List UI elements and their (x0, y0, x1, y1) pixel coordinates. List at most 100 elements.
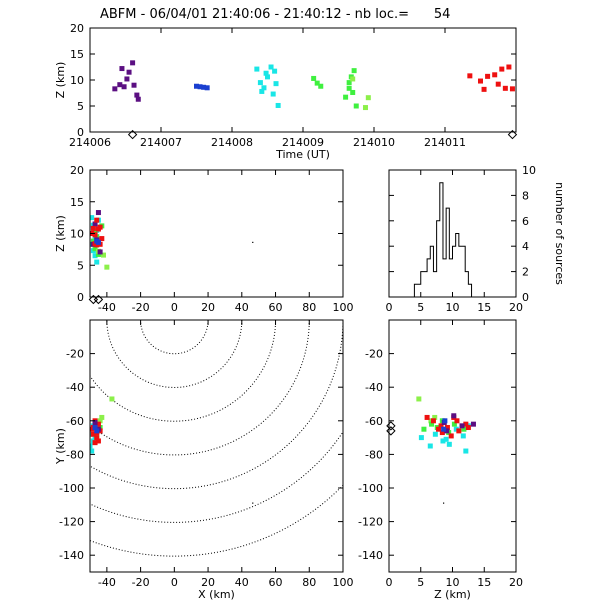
data-point (346, 85, 352, 91)
time-height-plot-area (112, 60, 515, 111)
data-point (506, 64, 512, 70)
diamond-marker (386, 421, 396, 431)
data-point (499, 66, 505, 72)
data-point (94, 259, 100, 265)
data-point (204, 85, 210, 91)
data-point (428, 418, 434, 424)
data-point (343, 94, 349, 100)
data-point (135, 96, 141, 102)
plan-view-markers (252, 502, 254, 504)
data-point (272, 68, 278, 74)
y-tick-label: 2 (522, 266, 529, 279)
x-height-markers (88, 241, 254, 305)
x-height-plot-area (90, 210, 110, 270)
z-plan-plot-area (416, 396, 476, 454)
data-point (351, 68, 357, 74)
data-point (92, 232, 98, 238)
data-point (92, 221, 98, 227)
data-point (92, 229, 98, 235)
y-tick-label: -60 (66, 415, 84, 428)
plan-view-x-axis-label: X (km) (198, 588, 235, 600)
x-tick-label: 20 (509, 576, 523, 589)
x-tick-label: -40 (98, 301, 116, 314)
histogram-bar (459, 246, 462, 297)
y-tick-label: 15 (70, 48, 84, 61)
data-point (275, 102, 281, 108)
x-tick-label: 0 (386, 576, 393, 589)
data-point (134, 92, 140, 98)
data-point (461, 426, 467, 432)
y-tick-label: 0 (77, 291, 84, 304)
z-plan-frame (388, 319, 517, 573)
data-point (268, 64, 274, 70)
data-point (90, 443, 93, 449)
x-tick-label: 214006 (69, 136, 111, 149)
y-tick-label: -40 (365, 381, 383, 394)
data-point (90, 431, 96, 437)
diamond-marker (93, 294, 104, 305)
time-height-markers (127, 129, 518, 140)
data-point (94, 217, 100, 223)
dot-marker (443, 502, 445, 504)
x-tick-label: 100 (333, 576, 354, 589)
histogram-bar (462, 246, 465, 297)
data-point (478, 78, 483, 84)
data-point (95, 421, 101, 427)
plan-view-frame (89, 319, 344, 573)
data-point (314, 80, 320, 86)
data-point (109, 396, 115, 402)
data-point (92, 419, 98, 425)
x-tick-label: 10 (446, 576, 460, 589)
time-height-x-axis-label: Time (UT) (275, 148, 330, 161)
data-point (463, 448, 469, 454)
data-point (441, 426, 447, 432)
data-point (346, 80, 352, 86)
data-point (454, 418, 460, 424)
data-point (92, 440, 98, 446)
data-point (438, 423, 444, 429)
x-tick-label: 5 (417, 301, 424, 314)
plan-view-ticks: -40 -20 0 20 40 60 80 100 -140 -120 -100 -80 -60 -40 -… (59, 320, 354, 589)
y-tick-label: -40 (66, 381, 84, 394)
data-point (259, 88, 265, 94)
data-point (429, 421, 435, 427)
data-point (444, 428, 450, 434)
histogram-bar (414, 284, 417, 297)
histogram-bar (437, 221, 440, 297)
data-point (261, 85, 267, 91)
histogram-bar (449, 259, 452, 297)
histogram-bar (433, 272, 436, 297)
x-tick-label: 40 (235, 301, 249, 314)
range-ring (90, 320, 343, 490)
x-tick-label: 15 (477, 576, 491, 589)
x-tick-label: 15 (477, 301, 491, 314)
dot-marker (252, 502, 254, 504)
data-point (451, 421, 457, 427)
data-point (481, 86, 487, 92)
histogram-plot-area (389, 182, 516, 298)
data-point (197, 84, 203, 90)
x-tick-label: 60 (269, 576, 283, 589)
z-plan-markers (386, 421, 445, 504)
data-point (350, 76, 356, 82)
data-point (436, 426, 442, 432)
data-point (495, 81, 501, 87)
data-point (485, 73, 491, 79)
data-point (443, 436, 449, 442)
data-point (440, 438, 446, 444)
x-tick-label: 0 (171, 301, 178, 314)
y-tick-label: -20 (66, 348, 84, 361)
data-point (432, 431, 438, 437)
x-tick-label: 214008 (211, 136, 253, 149)
data-point (509, 86, 515, 92)
y-tick-label: 10 (522, 164, 536, 177)
y-tick-label: -60 (365, 415, 383, 428)
y-tick-label: -80 (66, 448, 84, 461)
diamond-marker (507, 129, 518, 140)
z-plan-ticks: 0 5 10 15 20 -140 -120 -100 -80 -60 -40 -20 (358, 320, 523, 589)
data-point (90, 215, 95, 221)
data-point (94, 428, 100, 434)
data-point (201, 84, 207, 90)
